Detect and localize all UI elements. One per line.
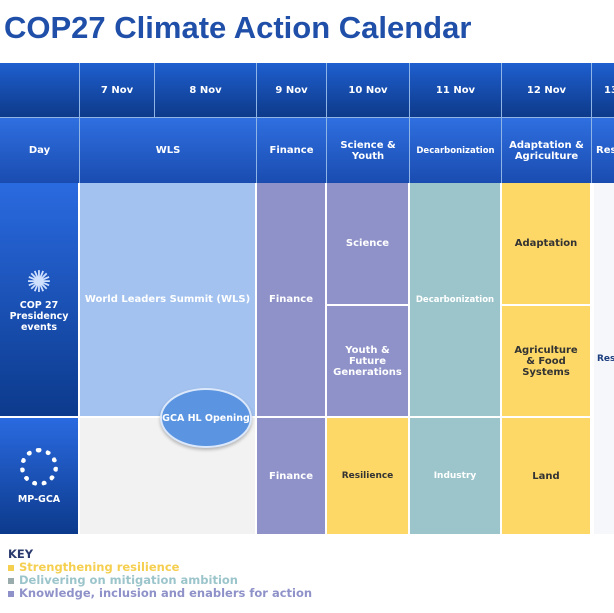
header-blank <box>0 63 80 118</box>
event-adaptation: Adaptation <box>502 183 592 306</box>
legend-item-resilience: Strengthening resilience <box>8 561 312 574</box>
mpgca-land: Land <box>502 418 592 536</box>
event-youth: Youth & Future Generations <box>327 306 410 418</box>
date-11nov: 11 Nov <box>410 63 502 118</box>
date-8nov: 8 Nov <box>155 63 257 118</box>
theme-decarbonization: Decarbonization <box>410 118 502 183</box>
legend-title: KEY <box>8 547 34 561</box>
event-agriculture: Agriculture & Food Systems <box>502 306 592 418</box>
theme-day: Day <box>0 118 80 183</box>
date-13nov: 13 <box>592 63 614 118</box>
mpgca-finance: Finance <box>257 418 327 536</box>
gca-opening-bubble: GCA HL Opening <box>160 388 252 448</box>
legend-item-knowledge: Knowledge, inclusion and enablers for ac… <box>8 587 312 600</box>
mpgca-resilience: Resilience <box>327 418 410 536</box>
date-12nov: 12 Nov <box>502 63 592 118</box>
global-climate-action-logo-icon <box>20 447 58 486</box>
date-10nov: 10 Nov <box>327 63 410 118</box>
row-presidency: ✺ COP 27 Presidency events <box>0 183 80 418</box>
date-9nov: 9 Nov <box>257 63 327 118</box>
legend-swatch <box>8 590 14 597</box>
sunburst-logo-icon: ✺ <box>26 265 52 300</box>
legend-item-mitigation: Delivering on mitigation ambition <box>8 574 312 587</box>
date-7nov: 7 Nov <box>80 63 155 118</box>
page-title: COP27 Climate Action Calendar <box>4 10 472 45</box>
row-label-mpgca: MP-GCA <box>17 493 61 505</box>
theme-partial: Res <box>592 118 614 183</box>
legend-label: Knowledge, inclusion and enablers for ac… <box>19 586 313 600</box>
event-partial: Res <box>594 183 614 536</box>
row-label-presidency: COP 27 Presidency events <box>9 300 69 333</box>
legend-label: Delivering on mitigation ambition <box>19 573 238 587</box>
row-mpgca: MP-GCA <box>0 418 80 536</box>
mpgca-industry: Industry <box>410 418 502 536</box>
legend: KEY Strengthening resilience Delivering … <box>8 548 312 600</box>
event-finance: Finance <box>257 183 327 418</box>
legend-label: Strengthening resilience <box>19 560 180 574</box>
theme-finance: Finance <box>257 118 327 183</box>
event-wls: World Leaders Summit (WLS) <box>80 183 257 418</box>
event-decarbonization: Decarbonization <box>410 183 502 418</box>
legend-swatch <box>8 564 14 571</box>
event-science: Science <box>327 183 410 306</box>
theme-science-youth: Science & Youth <box>327 118 410 183</box>
theme-adaptation-agriculture: Adaptation & Agriculture <box>502 118 592 183</box>
legend-swatch <box>8 577 14 584</box>
theme-wls: WLS <box>80 118 257 183</box>
